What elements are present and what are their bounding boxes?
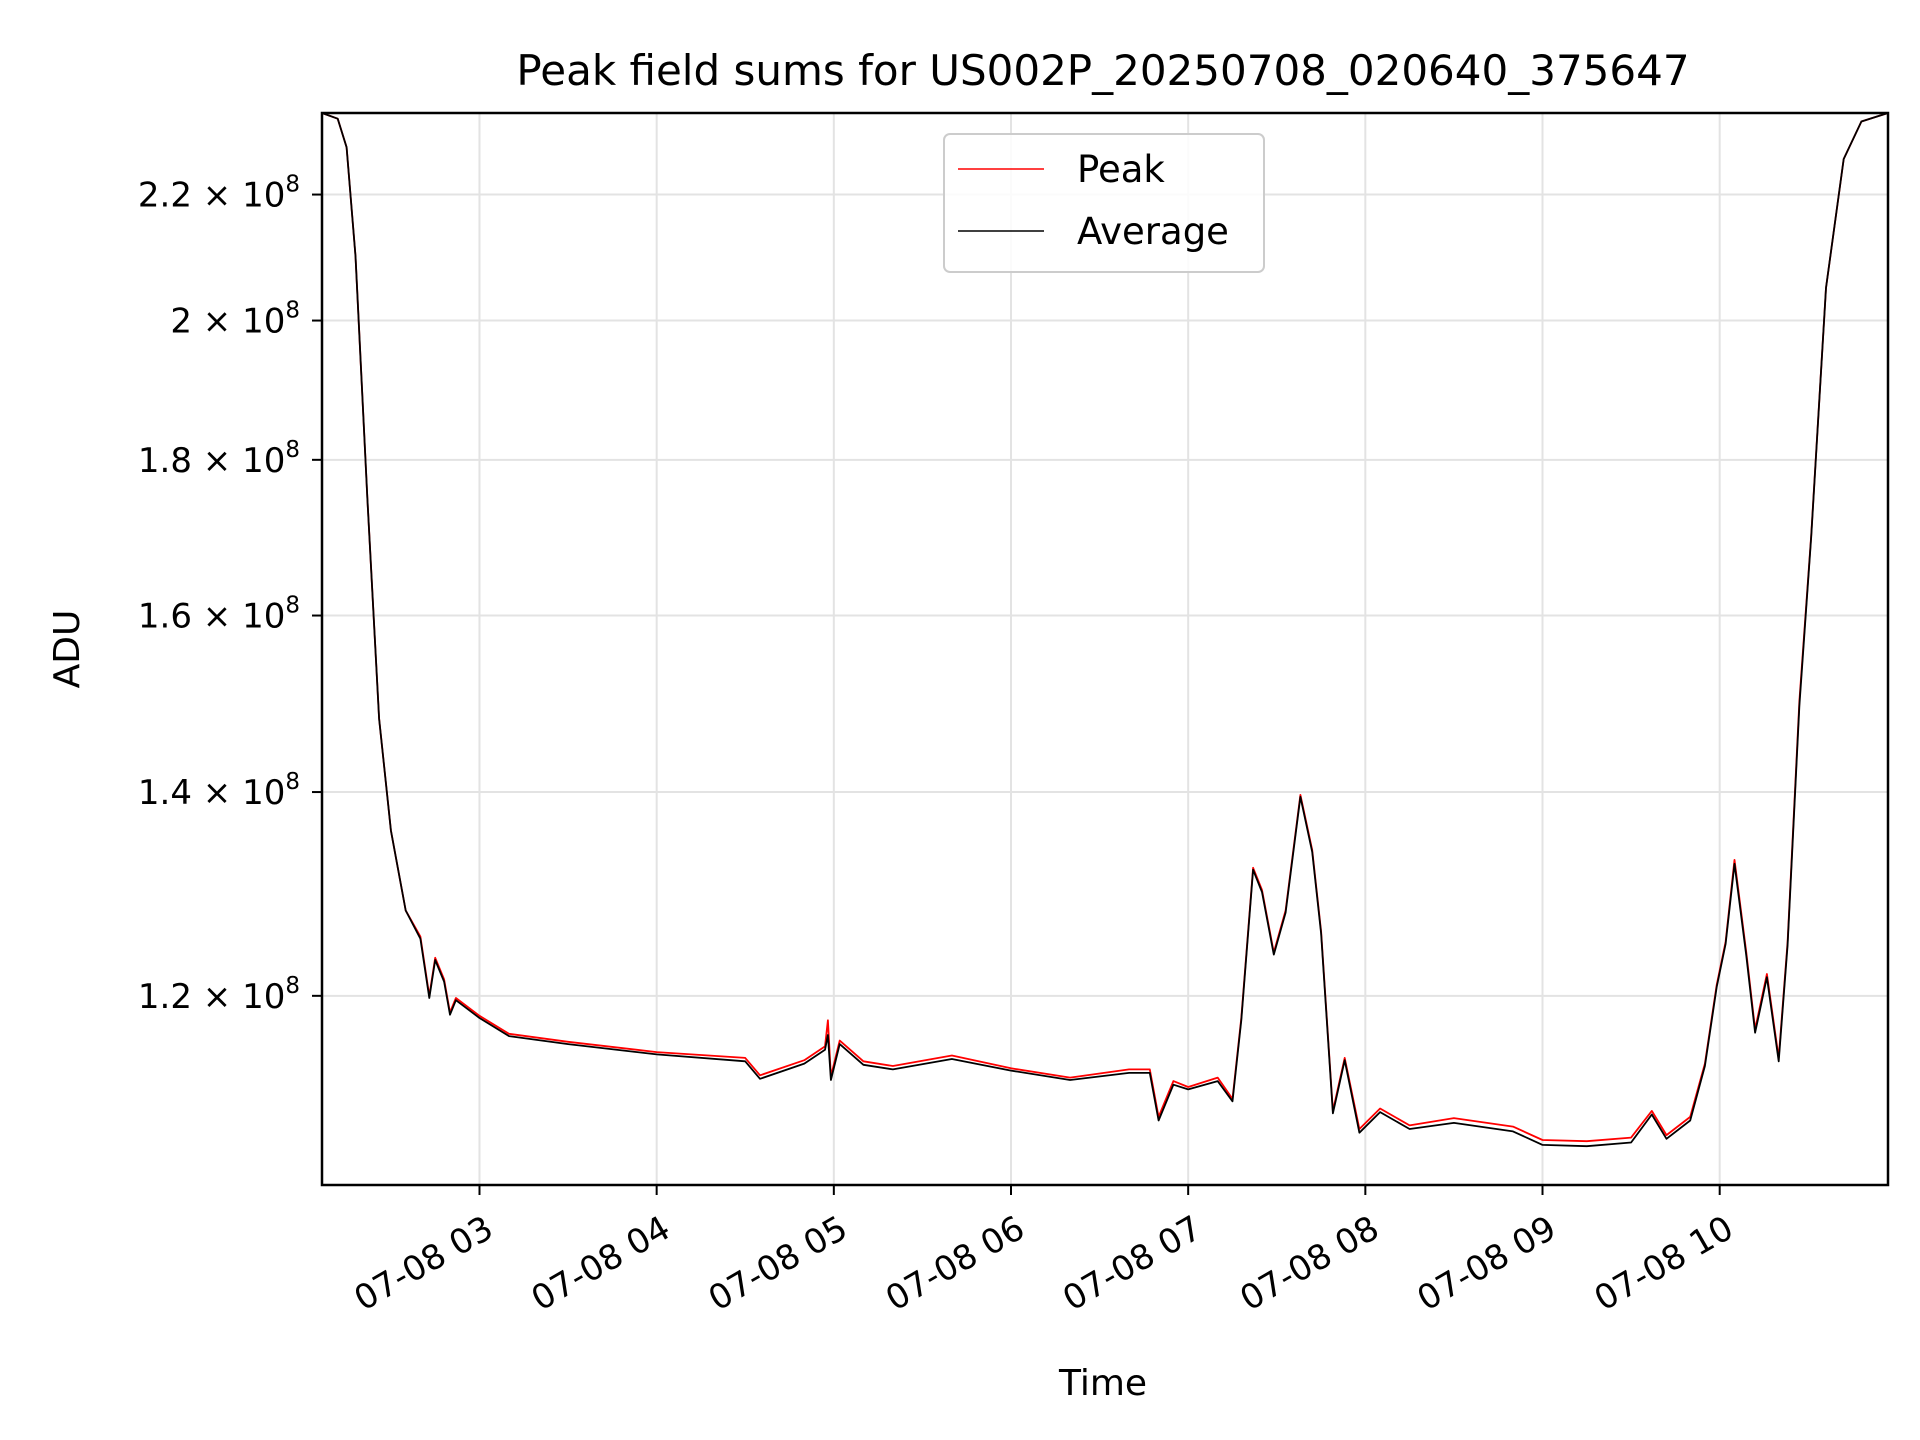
y-tick-mantissa: 1.4 — [138, 773, 192, 813]
y-tick-times: × 10 — [192, 176, 285, 216]
y-tick-times: × 10 — [192, 302, 285, 342]
chart-title: Peak field sums for US002P_20250708_0206… — [516, 46, 1689, 95]
y-tick-exponent: 8 — [285, 298, 300, 324]
y-tick-label: 1.2 × 108 — [138, 973, 300, 1017]
y-tick-exponent: 8 — [285, 593, 300, 619]
y-tick-label: 1.6 × 108 — [138, 593, 300, 637]
plot-frame — [320, 111, 1890, 1187]
y-tick-times: × 10 — [192, 441, 285, 481]
plot-lines — [321, 112, 1889, 1148]
y-tick-exponent: 8 — [285, 437, 300, 463]
y-tick-label: 1.8 × 108 — [138, 437, 300, 481]
legend-label-peak: Peak — [1077, 148, 1165, 191]
y-tick-exponent: 8 — [285, 973, 300, 999]
y-tick-mantissa: 1.6 — [138, 597, 192, 637]
legend: Peak Average — [943, 133, 1265, 273]
y-tick-times: × 10 — [192, 977, 285, 1017]
y-tick-mantissa: 2.2 — [138, 176, 192, 216]
y-tick-label: 2 × 108 — [170, 298, 300, 342]
series-line-average — [321, 112, 1889, 1148]
y-tick-exponent: 8 — [285, 172, 300, 198]
legend-label-average: Average — [1077, 210, 1229, 253]
y-tick-label: 1.4 × 108 — [138, 769, 300, 813]
y-tick-times: × 10 — [192, 597, 285, 637]
y-tick-mantissa: 2 — [170, 302, 192, 342]
y-tick-mantissa: 1.8 — [138, 441, 192, 481]
x-axis-label: Time — [1058, 1363, 1147, 1404]
y-tick-label: 2.2 × 108 — [138, 172, 300, 216]
y-tick-times: × 10 — [192, 773, 285, 813]
y-tick-mantissa: 1.2 — [138, 977, 192, 1017]
y-axis-label: ADU — [47, 610, 88, 689]
y-tick-exponent: 8 — [285, 769, 300, 795]
